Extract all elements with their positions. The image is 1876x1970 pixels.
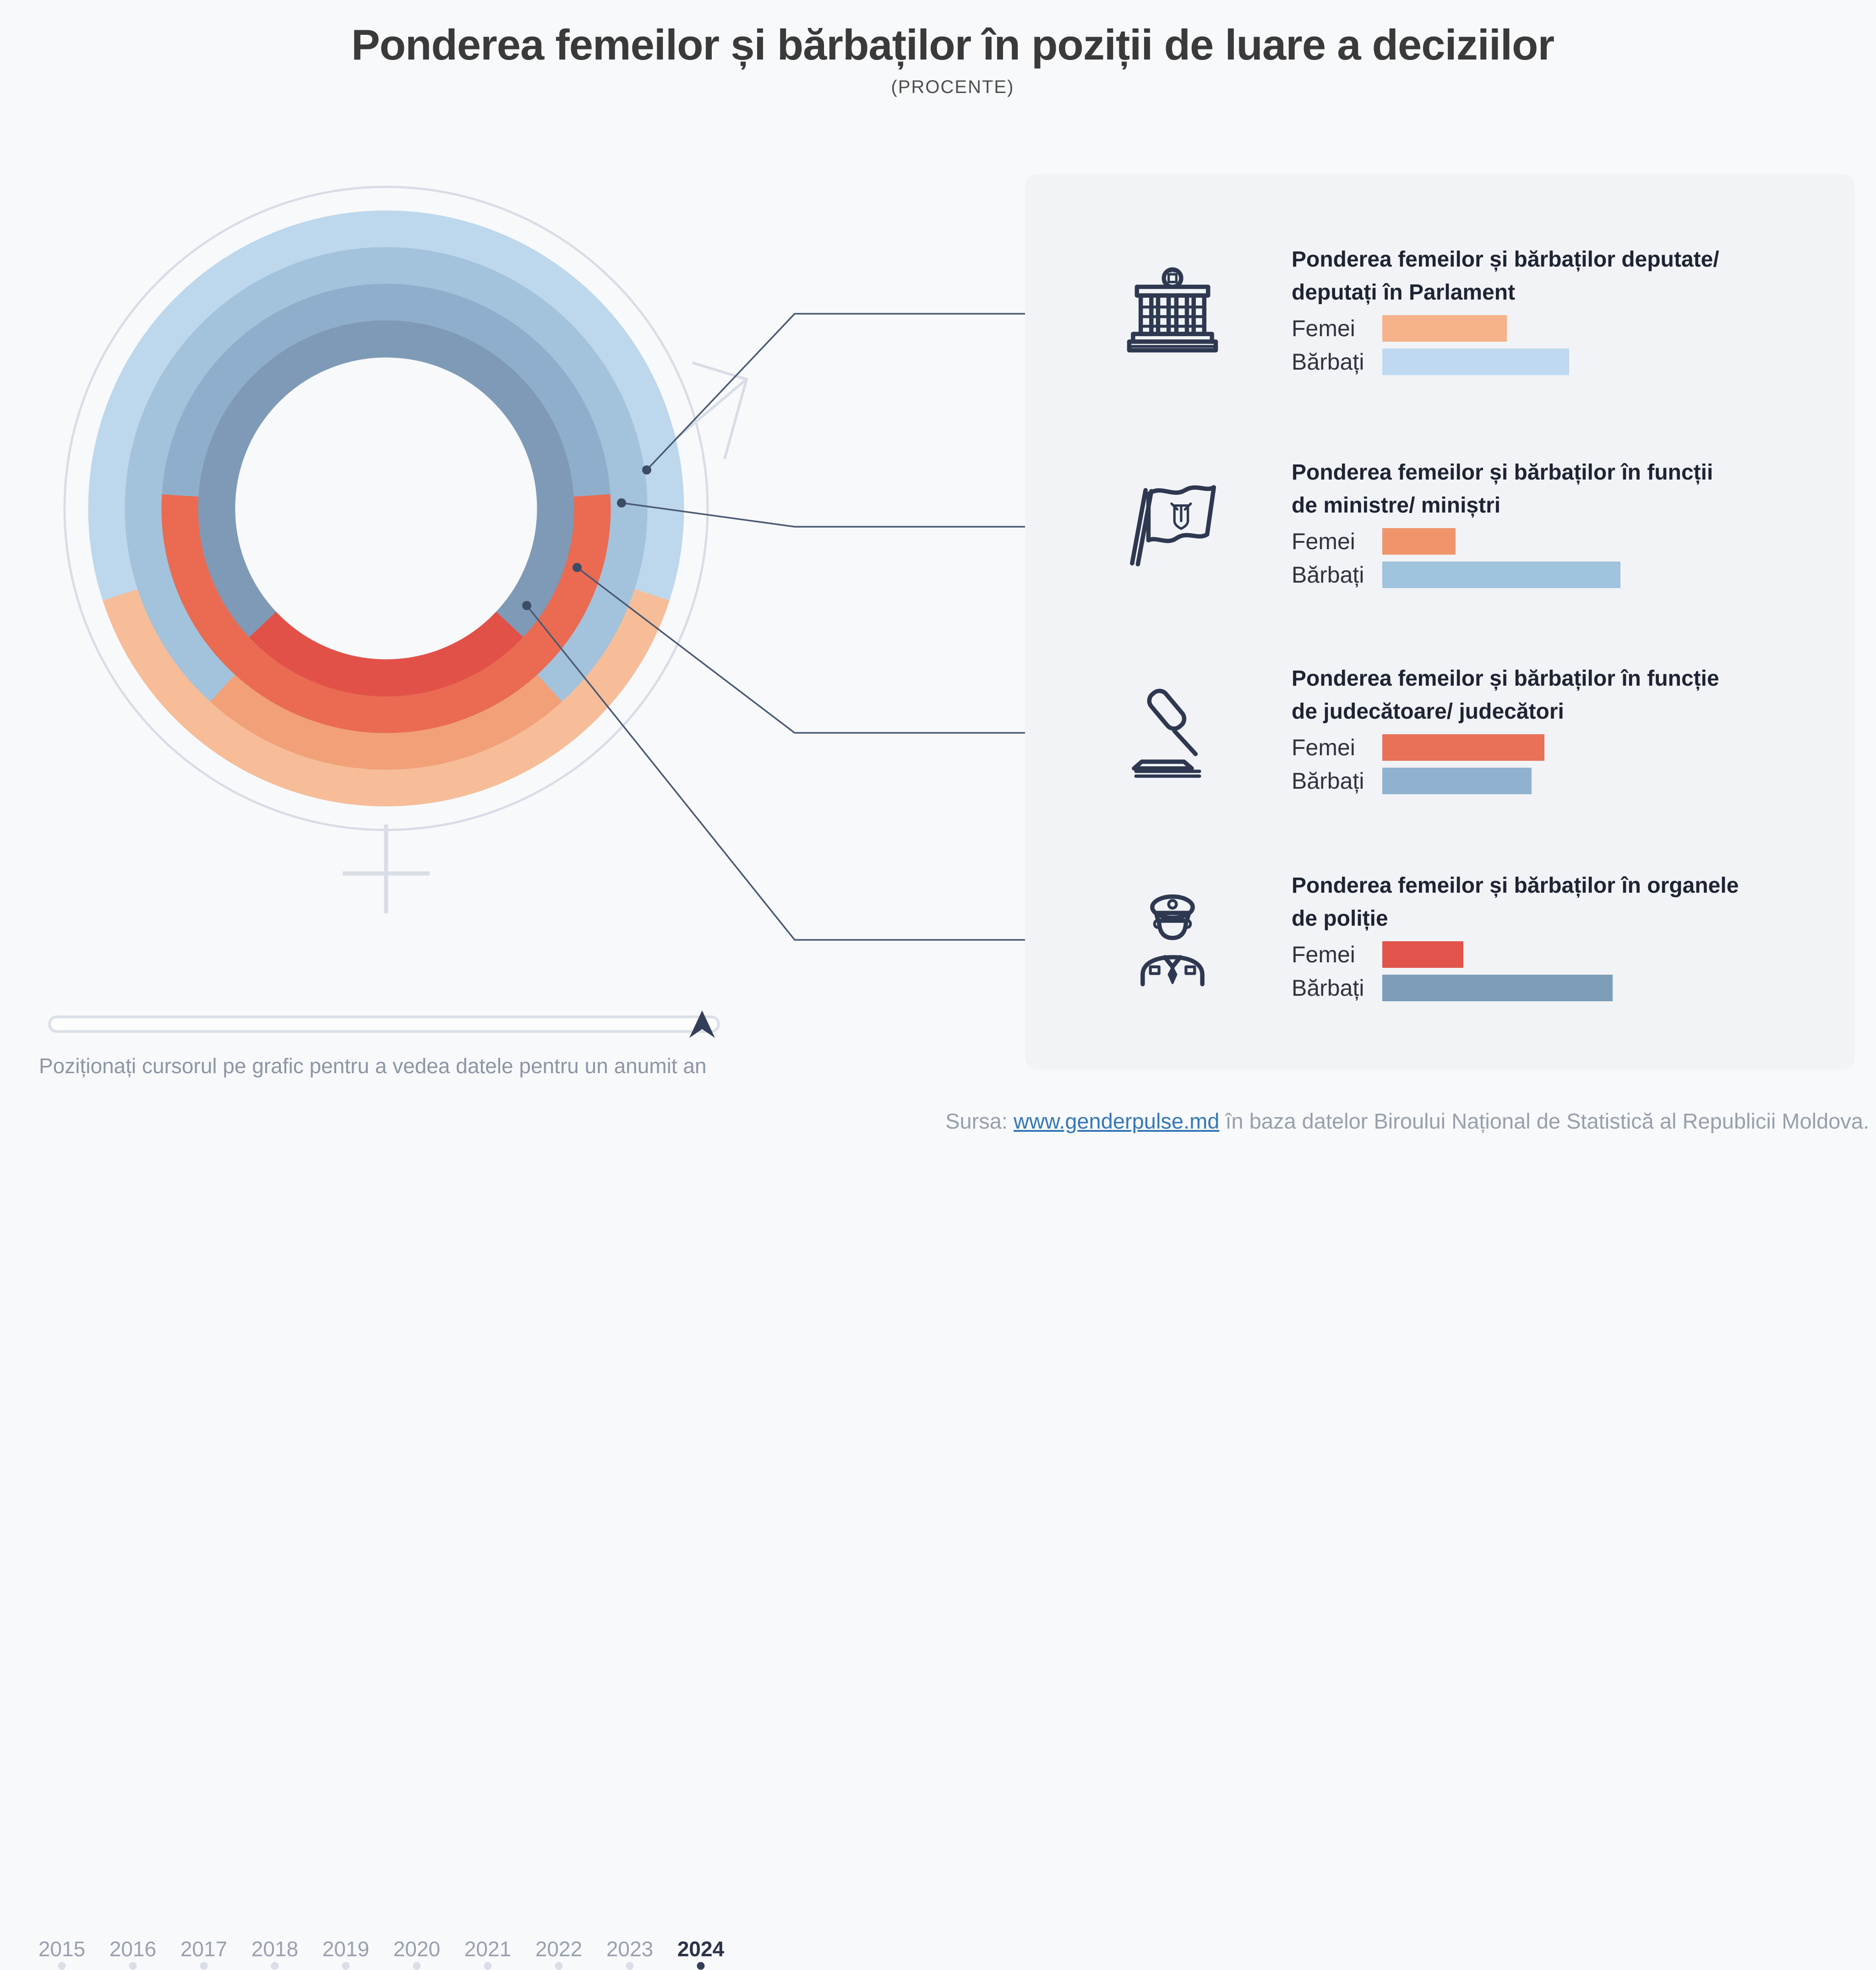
- femei-value: 52,0%: [1778, 734, 1876, 761]
- timeline-year-2020[interactable]: 2020: [393, 1937, 441, 1961]
- femei-bar-1: [1382, 528, 1456, 555]
- timeline-track[interactable]: [48, 1015, 720, 1033]
- timeline-year-2021[interactable]: 2021: [464, 1937, 512, 1961]
- donut-rings[interactable]: [88, 210, 684, 807]
- timeline-year-dot-2023[interactable]: [626, 1962, 634, 1970]
- femei-value: 26,0%: [1778, 941, 1876, 968]
- timeline-year-dot-2015[interactable]: [58, 1962, 66, 1970]
- femei-label: Femei: [1292, 735, 1355, 760]
- timeline-year-dot-2020[interactable]: [413, 1962, 421, 1970]
- femei-label: Femei: [1292, 942, 1355, 967]
- barbati-value: 48,0%: [1778, 767, 1876, 795]
- barbati-label: Bărbați: [1292, 975, 1364, 1001]
- page-subtitle: (PROCENTE): [891, 77, 1014, 97]
- timeline-year-2024[interactable]: 2024: [677, 1937, 725, 1961]
- timeline-year-2017[interactable]: 2017: [180, 1937, 228, 1961]
- timeline-year-2015[interactable]: 2015: [38, 1937, 86, 1961]
- barbati-label: Bărbați: [1292, 768, 1364, 794]
- indicator-title: Ponderea femeilor și bărbaților în funcț…: [1292, 460, 1713, 518]
- timeline-year-dot-2019[interactable]: [342, 1962, 350, 1970]
- moldova-flag-icon: [1130, 485, 1216, 567]
- indicator-row-parliament: Ponderea femeilor și bărbaților deputate…: [1025, 246, 1855, 397]
- barbati-bar-3: [1382, 975, 1613, 1001]
- source-suffix: în baza datelor Biroului Național de Sta…: [1219, 1109, 1869, 1133]
- timeline-year-2016[interactable]: 2016: [109, 1937, 157, 1961]
- ring-femei-2[interactable]: [161, 284, 611, 733]
- gender-donut-chart: [63, 186, 1061, 941]
- timeline-hint: Poziționați cursorul pe grafic pentru a …: [39, 1054, 707, 1078]
- source-line: Sursa: www.genderpulse.md în baza datelo…: [861, 1108, 1869, 1134]
- barbati-bar-0: [1382, 349, 1569, 375]
- ring-femei-3[interactable]: [198, 320, 574, 697]
- femei-bar-2: [1382, 734, 1544, 761]
- barbati-bar-2: [1382, 768, 1532, 794]
- ring-femei-0[interactable]: [88, 210, 684, 807]
- indicator-row-judges: Ponderea femeilor și bărbaților în funcț…: [1025, 665, 1855, 816]
- parliament-icon: [1127, 267, 1218, 353]
- timeline-year-2019[interactable]: 2019: [322, 1937, 370, 1961]
- timeline-year-dot-2022[interactable]: [555, 1962, 563, 1970]
- barbati-label: Bărbați: [1292, 562, 1364, 588]
- timeline-year-dot-2021[interactable]: [484, 1962, 492, 1970]
- timeline-year-2023[interactable]: 2023: [606, 1937, 654, 1961]
- femei-label: Femei: [1292, 529, 1355, 554]
- indicator-row-ministers: Ponderea femeilor și bărbaților în funcț…: [1025, 459, 1855, 610]
- police-officer-icon: [1140, 894, 1205, 987]
- indicator-title: Ponderea femeilor și bărbaților în funcț…: [1292, 666, 1719, 724]
- gavel-icon: [1132, 688, 1201, 778]
- timeline-year-2022[interactable]: 2022: [535, 1937, 583, 1961]
- male-arrow-icon: [665, 361, 748, 459]
- timeline-year-2018[interactable]: 2018: [251, 1937, 299, 1961]
- leader-line-ministers: [621, 502, 1061, 528]
- timeline-year-dot-2016[interactable]: [129, 1962, 137, 1970]
- source-link[interactable]: www.genderpulse.md: [1014, 1109, 1220, 1133]
- femei-label: Femei: [1292, 316, 1355, 341]
- ring-femei-1[interactable]: [125, 247, 648, 770]
- barbati-value: 60,0%: [1778, 348, 1876, 376]
- source-prefix: Sursa:: [945, 1109, 1014, 1133]
- timeline-year-dot-2024[interactable]: [697, 1962, 705, 1970]
- barbati-bar-1: [1382, 562, 1621, 588]
- femei-bar-0: [1382, 315, 1507, 342]
- leader-line-parliament: [646, 313, 1061, 471]
- barbati-label: Bărbați: [1292, 349, 1364, 375]
- femei-value: 40,0%: [1778, 315, 1876, 342]
- barbati-value: 76,5%: [1778, 561, 1876, 589]
- indicator-title: Ponderea femeilor și bărbaților deputate…: [1292, 247, 1719, 305]
- indicator-title: Ponderea femeilor și bărbaților în organ…: [1292, 873, 1739, 931]
- femei-bar-3: [1382, 941, 1463, 968]
- barbati-value: 74,0%: [1778, 974, 1876, 1002]
- femei-value: 23,5%: [1778, 528, 1876, 555]
- timeline-year-dot-2017[interactable]: [200, 1962, 208, 1970]
- indicator-row-police: Ponderea femeilor și bărbaților în organ…: [1025, 872, 1855, 1023]
- page-title: Ponderea femeilor și bărbaților în poziț…: [351, 21, 1554, 69]
- indicators-panel: Ponderea femeilor și bărbaților deputate…: [1025, 174, 1855, 1070]
- timeline-year-dot-2018[interactable]: [271, 1962, 279, 1970]
